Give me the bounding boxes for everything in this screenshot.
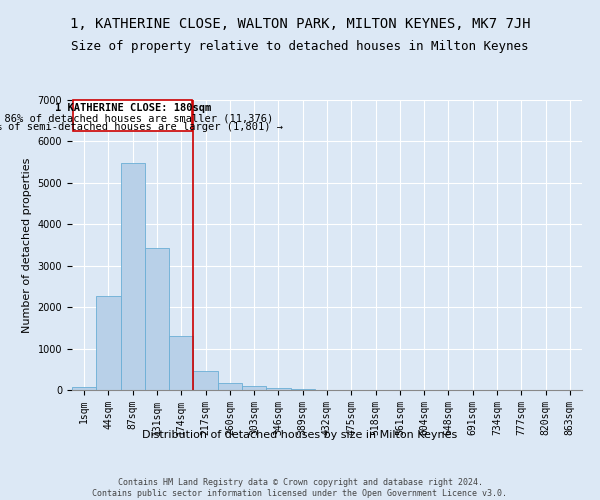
Bar <box>242 386 266 390</box>
Text: 1 KATHERINE CLOSE: 180sqm: 1 KATHERINE CLOSE: 180sqm <box>55 104 211 114</box>
Text: Contains HM Land Registry data © Crown copyright and database right 2024.
Contai: Contains HM Land Registry data © Crown c… <box>92 478 508 498</box>
Text: 14% of semi-detached houses are larger (1,801) →: 14% of semi-detached houses are larger (… <box>0 122 283 132</box>
Y-axis label: Number of detached properties: Number of detached properties <box>22 158 32 332</box>
Bar <box>218 383 242 390</box>
Bar <box>169 336 193 390</box>
Bar <box>121 163 145 390</box>
Bar <box>96 296 121 390</box>
Bar <box>193 370 218 390</box>
Bar <box>290 389 315 390</box>
Text: Distribution of detached houses by size in Milton Keynes: Distribution of detached houses by size … <box>142 430 458 440</box>
Bar <box>72 386 96 390</box>
Text: Size of property relative to detached houses in Milton Keynes: Size of property relative to detached ho… <box>71 40 529 53</box>
Bar <box>266 388 290 390</box>
Bar <box>145 248 169 390</box>
Text: ← 86% of detached houses are smaller (11,376): ← 86% of detached houses are smaller (11… <box>0 114 274 124</box>
FancyBboxPatch shape <box>73 100 192 131</box>
Text: 1, KATHERINE CLOSE, WALTON PARK, MILTON KEYNES, MK7 7JH: 1, KATHERINE CLOSE, WALTON PARK, MILTON … <box>70 18 530 32</box>
